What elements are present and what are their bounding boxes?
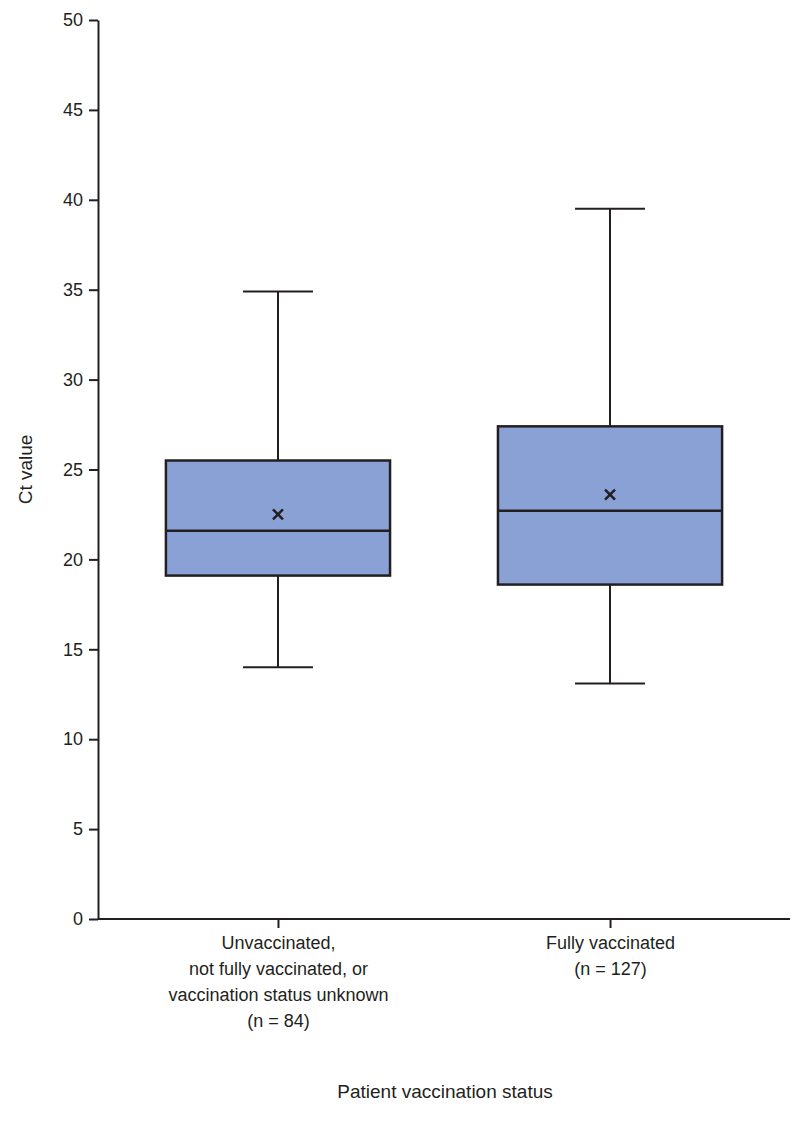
box xyxy=(498,209,722,684)
x-tick-label: Unvaccinated,not fully vaccinated, orvac… xyxy=(168,933,388,1031)
x-axis: Unvaccinated,not fully vaccinated, orvac… xyxy=(98,919,790,1031)
y-axis-title: Ct value xyxy=(15,435,36,505)
y-tick: 40 xyxy=(63,190,98,210)
y-tick-mark xyxy=(89,469,98,471)
y-tick-label: 10 xyxy=(63,729,83,749)
whisker-cap xyxy=(243,666,313,668)
y-tick-mark xyxy=(89,829,98,831)
whisker xyxy=(609,209,611,427)
box-body xyxy=(498,426,722,584)
y-tick: 50 xyxy=(63,10,98,30)
whisker xyxy=(609,585,611,684)
y-tick-label: 5 xyxy=(73,819,83,839)
chart: 0 5 10 15 20 25 30 35 40 45 50 Unvaccinated,not ful… xyxy=(0,0,800,1133)
y-tick-label: 20 xyxy=(63,550,83,570)
x-tick-label: Fully vaccinated(n = 127) xyxy=(546,933,675,979)
y-tick-label: 40 xyxy=(63,190,83,210)
box xyxy=(166,291,390,667)
y-tick-label: 0 xyxy=(73,909,83,929)
y-tick-mark xyxy=(89,739,98,741)
x-axis-title: Patient vaccination status xyxy=(337,1081,552,1102)
y-tick: 20 xyxy=(63,550,98,570)
plot-area xyxy=(166,209,722,684)
whisker-cap xyxy=(575,682,645,684)
median xyxy=(166,529,390,532)
x-tick: Fully vaccinated(n = 127) xyxy=(546,919,675,979)
y-tick: 5 xyxy=(73,819,98,839)
y-tick-label: 25 xyxy=(63,460,83,480)
y-tick-label: 15 xyxy=(63,640,83,660)
y-tick: 25 xyxy=(63,460,98,480)
y-axis: 0 5 10 15 20 25 30 35 40 45 50 xyxy=(63,10,99,929)
y-tick-mark xyxy=(89,20,98,22)
x-tick: Unvaccinated,not fully vaccinated, orvac… xyxy=(168,919,388,1031)
x-tick-mark xyxy=(610,919,612,928)
y-tick-label: 45 xyxy=(63,100,83,120)
whisker xyxy=(277,576,279,668)
y-tick-mark xyxy=(89,109,98,111)
y-tick: 35 xyxy=(63,280,98,300)
x-tick-mark xyxy=(277,919,279,928)
y-tick-label: 35 xyxy=(63,280,83,300)
y-tick-mark xyxy=(89,199,98,201)
y-tick: 30 xyxy=(63,370,98,390)
y-tick-mark xyxy=(89,289,98,291)
y-tick-mark xyxy=(89,919,98,921)
median xyxy=(498,510,722,513)
y-tick-mark xyxy=(89,649,98,651)
box-body xyxy=(166,461,390,576)
whisker-cap xyxy=(575,208,645,210)
y-tick-mark xyxy=(89,379,98,381)
whisker-cap xyxy=(243,290,313,292)
whisker xyxy=(277,291,279,460)
mean-marker xyxy=(605,490,615,500)
y-tick-label: 50 xyxy=(63,10,83,30)
y-tick: 0 xyxy=(73,909,98,929)
y-tick: 45 xyxy=(63,100,98,120)
y-tick-label: 30 xyxy=(63,370,83,390)
y-tick: 10 xyxy=(63,729,98,749)
mean-marker xyxy=(273,509,283,519)
x-axis-line xyxy=(98,918,790,920)
y-tick: 15 xyxy=(63,640,98,660)
y-tick-mark xyxy=(89,559,98,561)
